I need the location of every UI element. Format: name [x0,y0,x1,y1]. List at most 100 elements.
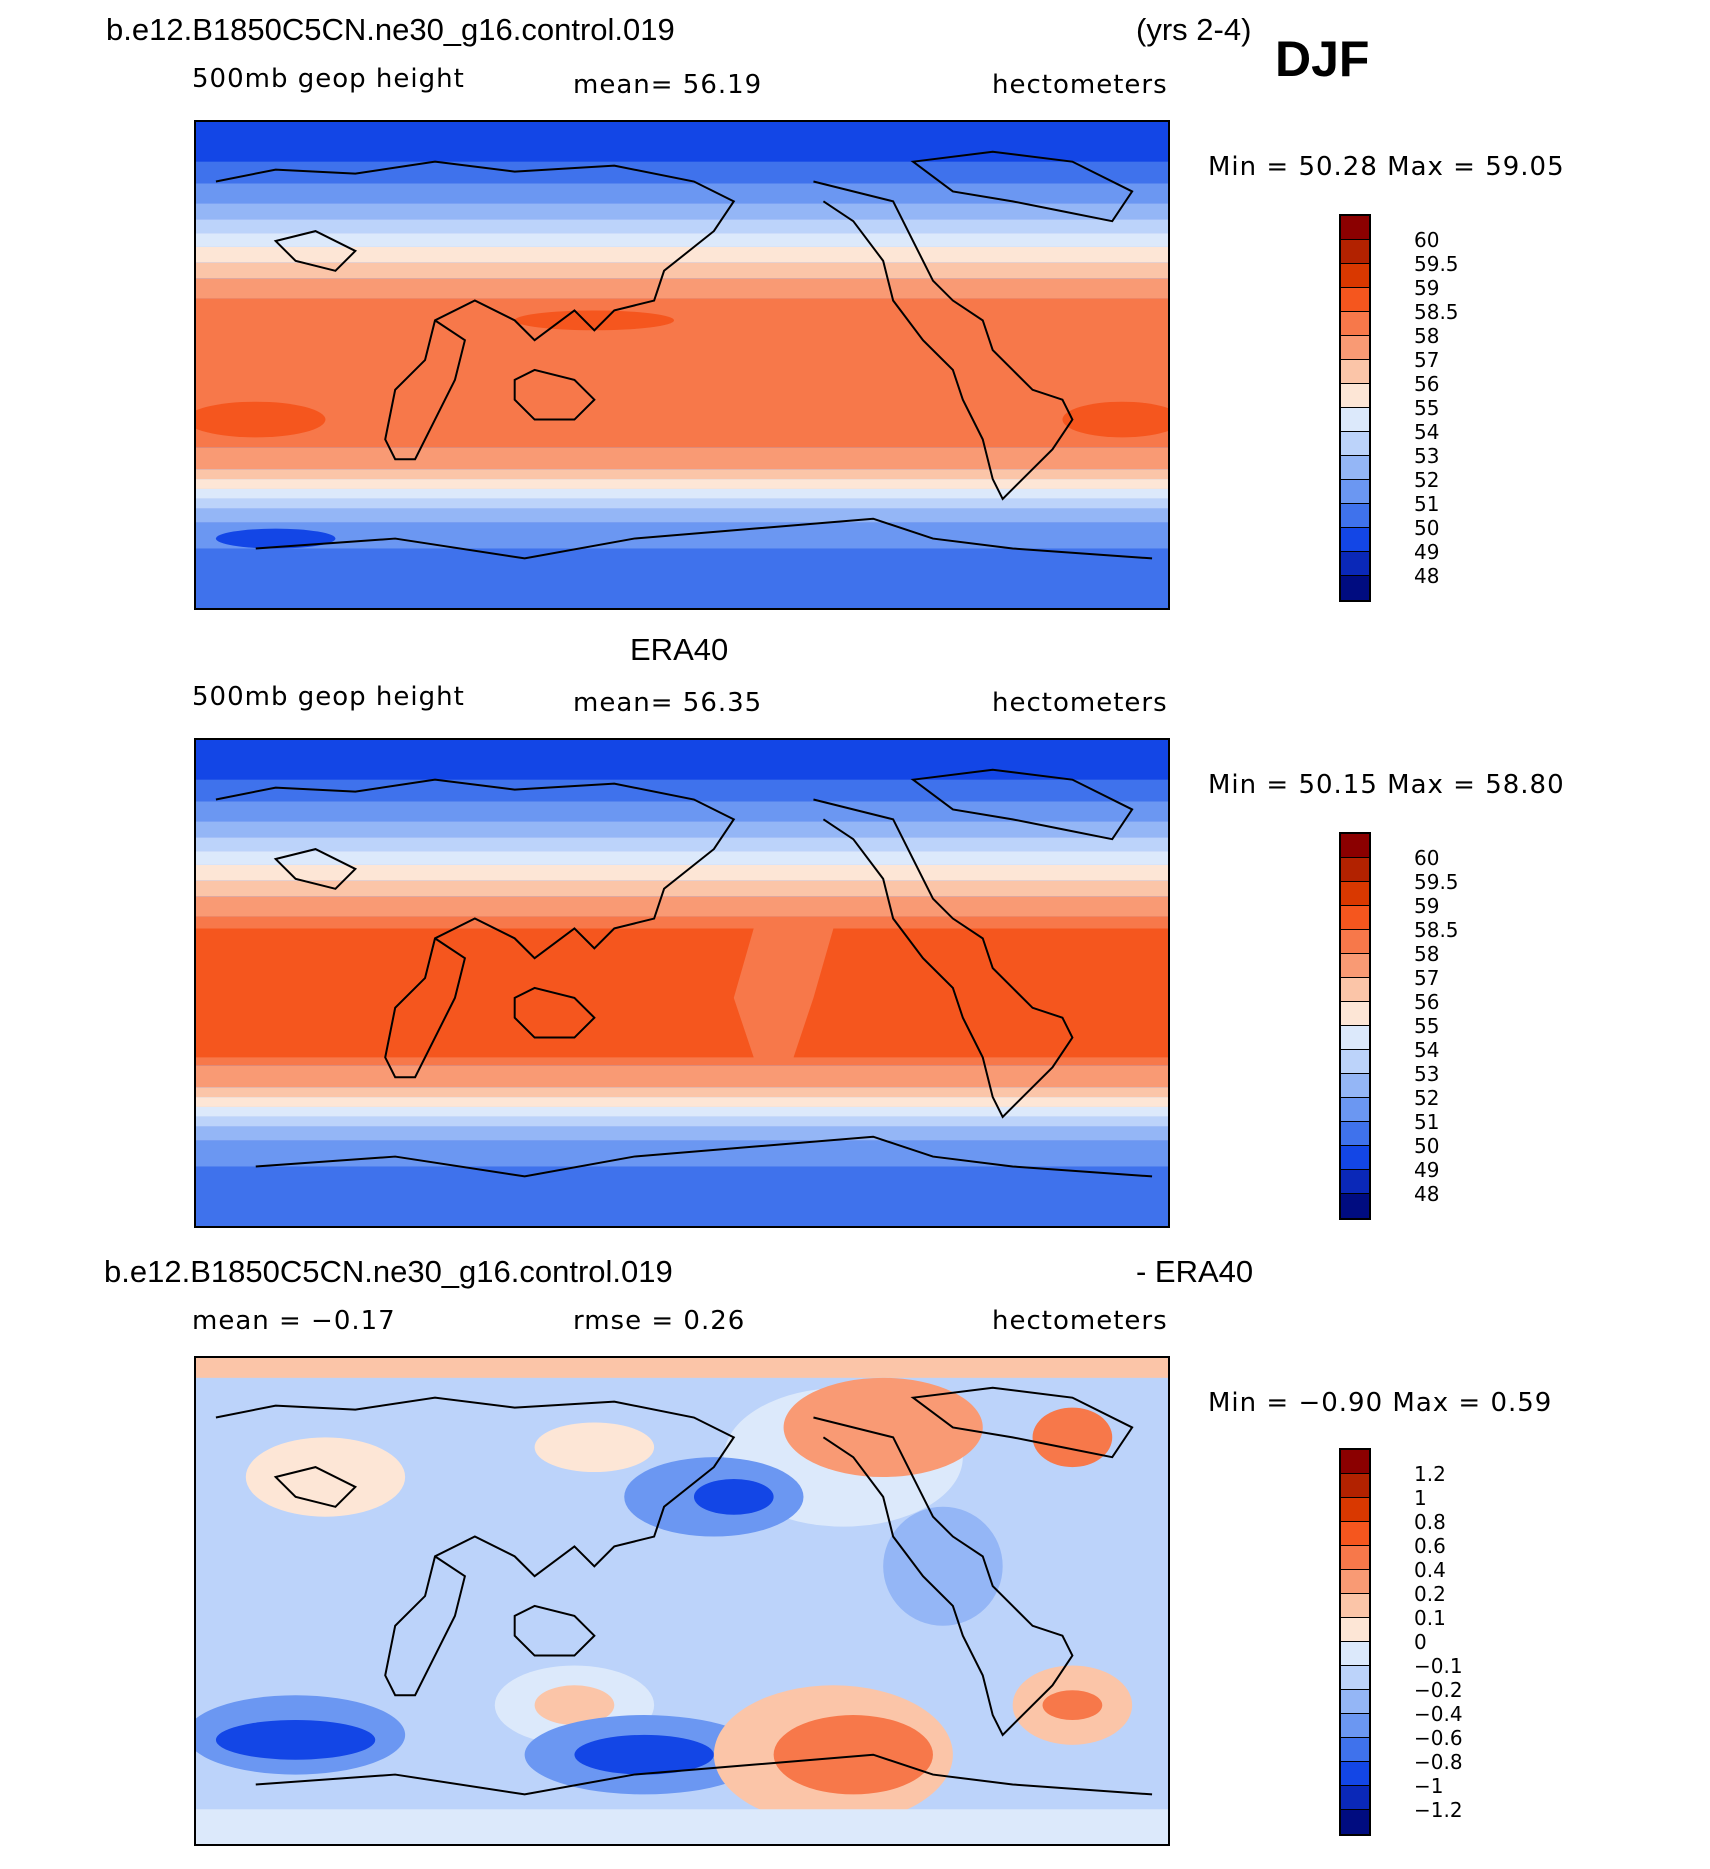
colorbar-tick-label: 0.6 [1414,1534,1446,1558]
panel1-colorbar [1339,214,1371,602]
colorbar-tick-label: −0.6 [1414,1726,1463,1750]
colorbar-swatch [1341,1522,1369,1546]
colorbar-swatch [1341,1474,1369,1498]
colorbar-tick-label: 48 [1414,564,1440,588]
colorbar-swatch [1341,1546,1369,1570]
colorbar-tick-label: 0.1 [1414,1606,1446,1630]
colorbar-tick-label: 49 [1414,540,1440,564]
colorbar-tick-label: 57 [1414,966,1440,990]
colorbar-swatch [1341,336,1369,360]
colorbar-tick-label: 48 [1414,1182,1440,1206]
colorbar-tick-label: 59 [1414,894,1440,918]
colorbar-tick-label: 58.5 [1414,300,1459,324]
colorbar-swatch [1341,906,1369,930]
panel3-title-right: - ERA40 [1136,1254,1254,1289]
colorbar-swatch [1341,1762,1369,1786]
colorbar-swatch [1341,1570,1369,1594]
colorbar-tick-label: 58.5 [1414,918,1459,942]
colorbar-tick-label: 58 [1414,324,1440,348]
colorbar-swatch [1341,240,1369,264]
colorbar-tick-label: 0.2 [1414,1582,1446,1606]
colorbar-tick-label: 53 [1414,1062,1440,1086]
colorbar-swatch [1341,882,1369,906]
colorbar-tick-label: 56 [1414,372,1440,396]
colorbar-tick-label: 0 [1414,1630,1427,1654]
colorbar-tick-label: 59 [1414,276,1440,300]
colorbar-swatch [1341,1002,1369,1026]
colorbar-swatch [1341,288,1369,312]
colorbar-swatch [1341,1642,1369,1666]
colorbar-swatch [1341,1122,1369,1146]
colorbar-swatch [1341,1690,1369,1714]
panel3-colorbar [1339,1448,1371,1836]
colorbar-swatch [1341,1594,1369,1618]
colorbar-tick-label: −0.2 [1414,1678,1463,1702]
colorbar-tick-label: −1.2 [1414,1798,1463,1822]
panel1-minmax: Min = 50.28 Max = 59.05 [1208,152,1565,182]
panel1-mean-label: mean= 56.19 [573,70,763,100]
panel3-map [194,1356,1170,1846]
colorbar-swatch [1341,528,1369,552]
colorbar-tick-label: 55 [1414,1014,1440,1038]
colorbar-swatch [1341,930,1369,954]
colorbar-swatch [1341,312,1369,336]
colorbar-tick-label: −0.1 [1414,1654,1463,1678]
colorbar-swatch [1341,1498,1369,1522]
colorbar-swatch [1341,834,1369,858]
colorbar-tick-label: −0.8 [1414,1750,1463,1774]
colorbar-tick-label: 54 [1414,420,1440,444]
colorbar-tick-label: 51 [1414,1110,1440,1134]
panel1-units-label: hectometers [992,70,1168,100]
colorbar-swatch [1341,1738,1369,1762]
panel2-mean-label: mean= 56.35 [573,688,763,718]
season-label: DJF [1275,31,1370,87]
colorbar-swatch [1341,432,1369,456]
colorbar-tick-label: 59.5 [1414,870,1459,894]
colorbar-tick-label: 60 [1414,846,1440,870]
colorbar-swatch [1341,1786,1369,1810]
colorbar-swatch [1341,858,1369,882]
colorbar-tick-label: 53 [1414,444,1440,468]
colorbar-tick-label: 50 [1414,1134,1440,1158]
colorbar-swatch [1341,1146,1369,1170]
colorbar-swatch [1341,360,1369,384]
panel2-units-label: hectometers [992,688,1168,718]
colorbar-tick-label: 58 [1414,942,1440,966]
colorbar-tick-label: 54 [1414,1038,1440,1062]
colorbar-tick-label: 52 [1414,468,1440,492]
colorbar-tick-label: 50 [1414,516,1440,540]
colorbar-swatch [1341,1810,1369,1834]
panel2-minmax: Min = 50.15 Max = 58.80 [1208,770,1565,800]
colorbar-swatch [1341,1450,1369,1474]
colorbar-swatch [1341,384,1369,408]
colorbar-swatch [1341,1618,1369,1642]
panel2-colorbar [1339,832,1371,1220]
years-label: (yrs 2-4) [1136,12,1252,47]
colorbar-swatch [1341,480,1369,504]
colorbar-tick-label: 55 [1414,396,1440,420]
case-title: b.e12.B1850C5CN.ne30_g16.control.019 [106,12,675,47]
colorbar-tick-label: 51 [1414,492,1440,516]
colorbar-tick-label: 0.8 [1414,1510,1446,1534]
panel3-minmax: Min = −0.90 Max = 0.59 [1208,1388,1553,1418]
colorbar-swatch [1341,1170,1369,1194]
colorbar-tick-label: 52 [1414,1086,1440,1110]
colorbar-tick-label: 59.5 [1414,252,1459,276]
panel2-variable-label: 500mb geop height [192,682,465,712]
colorbar-swatch [1341,1098,1369,1122]
colorbar-swatch [1341,408,1369,432]
colorbar-tick-label: 56 [1414,990,1440,1014]
panel1-colorbar-labels: 60 59.5 59 58.5 58 57 56 55 54 53 52 51 50 49 48 [1414,228,1459,588]
panel2-title: ERA40 [630,632,729,667]
colorbar-swatch [1341,1666,1369,1690]
panel3-units-label: hectometers [992,1306,1168,1336]
panel3-colorbar-labels: 1.2 1 0.8 0.6 0.4 0.2 0.1 0 −0.1 −0.2 −0.4 −0.6 −0.8… [1414,1462,1463,1822]
panel1-map [194,120,1170,610]
colorbar-swatch [1341,954,1369,978]
panel3-rmse-label: rmse = 0.26 [573,1306,746,1336]
colorbar-tick-label: 57 [1414,348,1440,372]
colorbar-swatch [1341,456,1369,480]
colorbar-tick-label: 1.2 [1414,1462,1446,1486]
colorbar-tick-label: 0.4 [1414,1558,1446,1582]
colorbar-tick-label: 49 [1414,1158,1440,1182]
